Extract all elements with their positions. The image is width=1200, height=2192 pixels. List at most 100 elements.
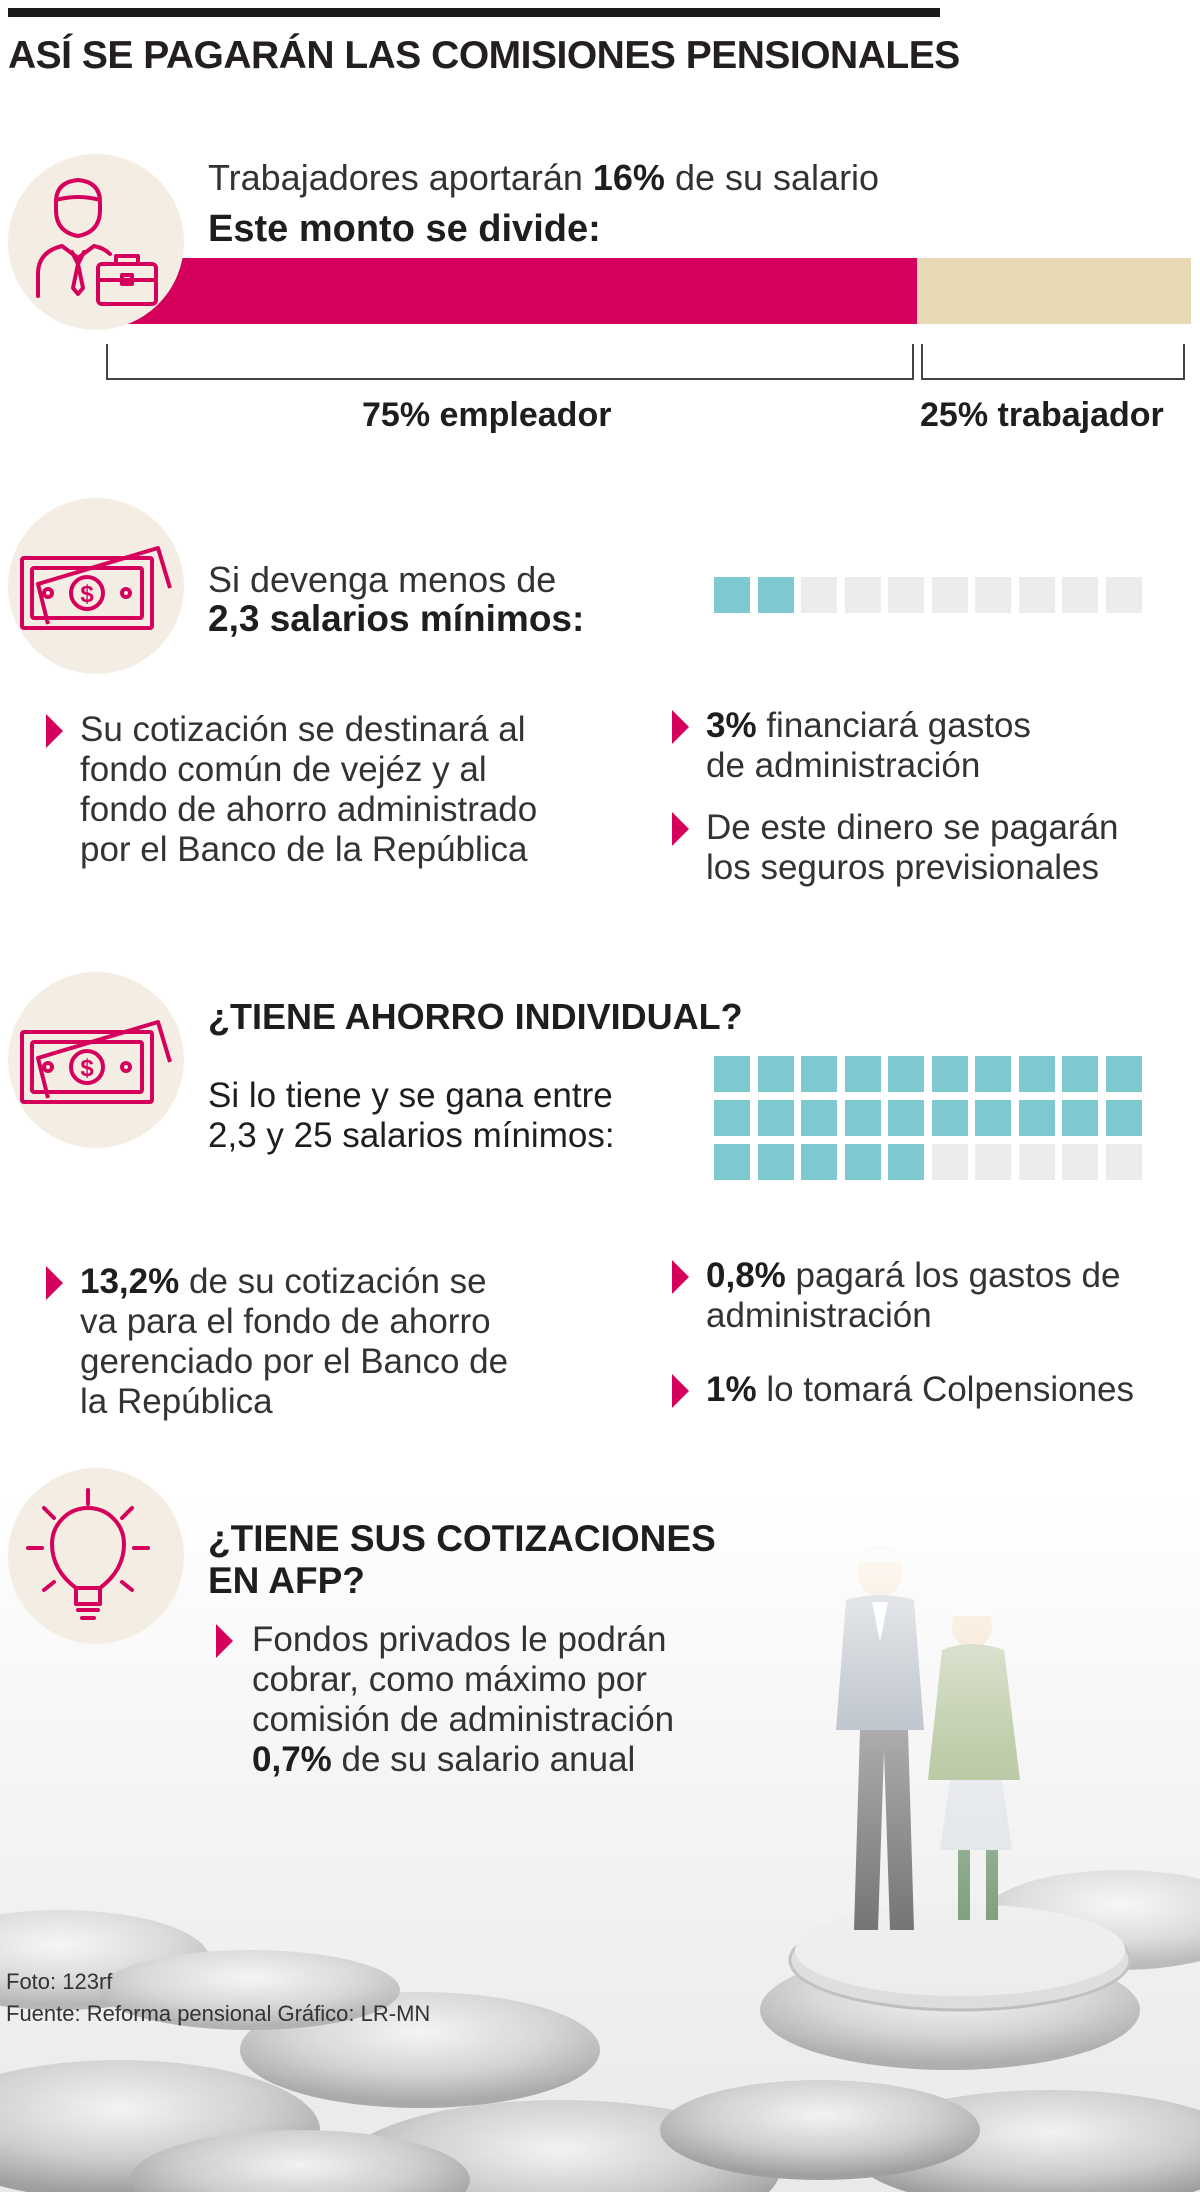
icon-circle-bulb xyxy=(8,1468,184,1644)
employer-bracket xyxy=(106,344,914,380)
bullet-triangle-icon xyxy=(672,1260,689,1294)
bullet-line: Fondos privados le podrán xyxy=(252,1620,667,1659)
bullet-line: cobrar, como máximo por xyxy=(252,1660,647,1699)
filled-square xyxy=(888,1100,924,1136)
contribution-percent: 16% xyxy=(592,157,665,198)
empty-square xyxy=(1018,1144,1055,1180)
icon-circle-money-1: $ xyxy=(8,498,184,674)
admin-cost-bullet: 3% financiará gastos de administración xyxy=(668,706,1188,790)
filled-square xyxy=(714,1144,750,1180)
filled-square xyxy=(757,1100,794,1136)
worker-with-briefcase-icon xyxy=(36,178,158,306)
page-title: ASÍ SE PAGARÁN LAS COMISIONES PENSIONALE… xyxy=(8,34,960,77)
filled-square xyxy=(844,1144,881,1180)
filled-square xyxy=(801,1100,837,1136)
bullet-line: la República xyxy=(80,1382,273,1421)
bullet-text: de su cotización se xyxy=(179,1262,487,1301)
bullet-line: va para el fondo de ahorro xyxy=(80,1302,491,1341)
mid-income-square-grid xyxy=(714,1056,1142,1180)
filled-square xyxy=(757,1056,794,1092)
admin-fee-bullet: 0,8% pagará los gastos de administración xyxy=(668,1256,1188,1340)
bullet-line: fondo de ahorro administrado xyxy=(80,790,538,829)
worker-share-bar xyxy=(917,258,1191,324)
mid-income-line2: 2,3 y 25 salarios mínimos: xyxy=(208,1116,615,1155)
contribution-text-pre: Trabajadores aportarán xyxy=(208,157,593,198)
colpensiones-bullet: 1% lo tomará Colpensiones xyxy=(668,1370,1188,1414)
bullet-line: de administración xyxy=(706,746,981,785)
contribution-line: Trabajadores aportarán 16% de su salario xyxy=(208,158,879,198)
filled-square xyxy=(1105,1100,1142,1136)
low-income-square-grid xyxy=(714,577,1142,613)
empty-square xyxy=(844,577,881,613)
svg-text:$: $ xyxy=(80,1055,94,1082)
empty-square xyxy=(888,577,924,613)
source-credit: Fuente: Reforma pensional Gráfico: LR-MN xyxy=(6,2001,431,2026)
bullet-text: lo tomará Colpensiones xyxy=(756,1370,1135,1409)
bullet-text: pagará los gastos de xyxy=(785,1256,1121,1295)
employer-share-bar xyxy=(120,258,917,324)
icon-circle-money-2: $ xyxy=(8,972,184,1148)
afp-heading-line2: EN AFP? xyxy=(208,1560,365,1601)
empty-square xyxy=(801,577,837,613)
bullet-triangle-icon xyxy=(46,714,63,748)
filled-square xyxy=(801,1056,837,1092)
money-bill-icon: $ xyxy=(20,1020,172,1104)
top-rule xyxy=(8,8,940,17)
filled-square xyxy=(975,1100,1011,1136)
bullet-line: comisión de administración xyxy=(252,1700,675,1739)
filled-square xyxy=(975,1056,1011,1092)
afp-bullet: Fondos privados le podrán cobrar, como m… xyxy=(212,1620,732,1790)
coins-photo xyxy=(0,1490,1200,2192)
empty-square xyxy=(931,1144,968,1180)
worker-share-label: 25% trabajador xyxy=(920,396,1164,434)
bullet-triangle-icon xyxy=(672,1374,689,1408)
filled-square xyxy=(714,577,750,613)
filled-square xyxy=(801,1144,837,1180)
low-income-line2: 2,3 salarios mínimos: xyxy=(208,598,585,639)
bullet-text: de su salario anual xyxy=(331,1740,636,1779)
filled-square xyxy=(1018,1100,1055,1136)
bullet-triangle-icon xyxy=(216,1624,233,1658)
photo-credit: Foto: 123rf xyxy=(6,1969,113,1994)
mid-income-line1: Si lo tiene y se gana entre xyxy=(208,1076,613,1115)
bullet-text: financiará gastos xyxy=(756,706,1031,745)
empty-square xyxy=(975,1144,1011,1180)
worker-bracket xyxy=(921,344,1185,380)
empty-square xyxy=(1062,1144,1098,1180)
filled-square xyxy=(757,1144,794,1180)
bullet-line: gerenciado por el Banco de xyxy=(80,1342,509,1381)
empty-square xyxy=(1062,577,1098,613)
filled-square xyxy=(1062,1056,1098,1092)
bullet-line: los seguros previsionales xyxy=(706,848,1099,887)
afp-heading: ¿TIENE SUS COTIZACIONES EN AFP? xyxy=(208,1518,716,1602)
admin-percent: 3% xyxy=(706,706,757,745)
bullet-line: fondo común de vejéz y al xyxy=(80,750,487,789)
employer-share-label: 75% empleador xyxy=(362,396,612,434)
credits: Foto: 123rf Fuente: Reforma pensional Gr… xyxy=(6,1966,430,2030)
savings-fund-bullet: 13,2% de su cotización se va para el fon… xyxy=(40,1262,600,1432)
filled-square xyxy=(757,577,794,613)
filled-square xyxy=(844,1056,881,1092)
filled-square xyxy=(1018,1056,1055,1092)
low-income-fund-bullet: Su cotización se destinará al fondo comú… xyxy=(40,710,600,880)
filled-square xyxy=(714,1100,750,1136)
split-intro: Este monto se divide: xyxy=(208,208,601,250)
light-bulb-icon xyxy=(26,1488,150,1620)
bullet-text: De este dinero se pagarán xyxy=(706,808,1119,847)
individual-savings-heading: ¿TIENE AHORRO INDIVIDUAL? xyxy=(208,996,743,1037)
empty-square xyxy=(975,577,1011,613)
savings-percent: 13,2% xyxy=(80,1262,180,1301)
afp-percent: 0,7% xyxy=(252,1740,332,1779)
bullet-line: por el Banco de la República xyxy=(80,830,528,869)
filled-square xyxy=(1105,1056,1142,1092)
bullet-line: Su cotización se destinará al xyxy=(80,710,526,749)
svg-text:$: $ xyxy=(80,581,94,608)
empty-square xyxy=(1018,577,1055,613)
bullet-triangle-icon xyxy=(672,812,689,846)
elderly-couple-on-coins-photo xyxy=(0,1490,1200,2192)
empty-square xyxy=(931,577,968,613)
filled-square xyxy=(888,1056,924,1092)
bullet-triangle-icon xyxy=(46,1266,63,1300)
insurance-bullet: De este dinero se pagarán los seguros pr… xyxy=(668,808,1188,892)
colpensiones-percent: 1% xyxy=(706,1370,757,1409)
